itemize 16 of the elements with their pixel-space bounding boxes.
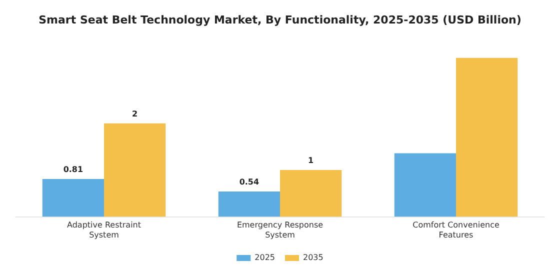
legend-label: 2025 (254, 253, 275, 262)
bar (104, 123, 166, 217)
data-label: 2 (132, 109, 138, 118)
x-tick-label: Adaptive Restraint System (67, 220, 141, 240)
legend-label: 2035 (303, 253, 324, 262)
bar (280, 170, 342, 217)
data-label: 0.54 (239, 178, 260, 187)
bar (394, 153, 456, 217)
x-tick-label: Comfort Convenience Features (412, 220, 500, 240)
x-tick-label: Emergency Response System (236, 220, 324, 240)
bar (456, 58, 518, 217)
data-label: 1 (308, 156, 314, 166)
data-label: 0.81 (63, 165, 84, 174)
chart-title: Smart Seat Belt Technology Market, By Functionality, 2025-2035 (USD Billion) (38, 13, 522, 26)
bar (218, 192, 280, 217)
bar (42, 178, 104, 217)
